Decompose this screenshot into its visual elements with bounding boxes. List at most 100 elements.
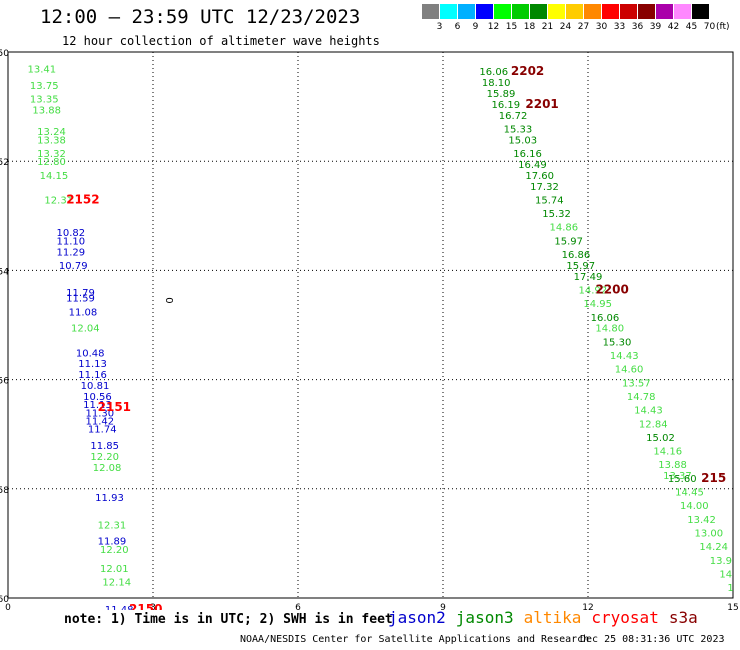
wave-height-label: 10.56 [83,392,112,403]
wave-height-label: 15.60 [668,474,697,485]
legend-swatch [566,4,583,19]
legend-swatch [602,4,619,19]
wave-height-label: 12.14 [102,578,131,589]
legend-swatch [656,4,673,19]
wave-height-label: 15.30 [603,337,632,348]
wave-height-label: 15.33 [504,124,533,135]
wave-height-label: 11.30 [86,408,115,419]
wave-height-label: 13.41 [28,64,57,75]
wave-height-label: 14.80 [595,324,624,335]
x-tick-label: 6 [295,603,301,610]
y-tick-label: -54 [0,267,9,277]
y-tick-label: -52 [0,158,9,168]
wave-height-label: 11.16 [78,370,107,381]
plot-area: 03691215-50-52-54-56-58-6013.4113.7513.3… [0,49,739,610]
x-tick-label: 3 [150,603,156,610]
legend-swatch [548,4,565,19]
wave-height-label: 14.45 [675,488,704,499]
legend-swatch [530,4,547,19]
wave-height-label: 12.01 [100,564,129,575]
wave-height-label: 12.31 [44,195,73,206]
time-mark: 2202 [511,64,544,78]
legend-label: 42 [667,22,680,32]
satellite-legend: jason2 jason3 altika cryosat s3a [388,608,708,627]
legend-label: 3 [436,22,443,32]
wave-height-label: 12.20 [90,452,119,463]
legend-label: 27 [577,22,590,32]
wave-height-label: 17.49 [574,272,603,283]
wave-height-label: 13.88 [32,105,61,116]
wave-height-label: 11.89 [98,537,127,548]
legend-label: 21 [541,22,554,32]
wave-height-label: 13.38 [37,135,66,146]
wave-height-label: 11.93 [95,493,124,504]
footer-timestamp: Dec 25 08:31:36 UTC 2023 [580,634,725,645]
x-tick-label: 9 [440,603,446,610]
legend-label: 36 [631,22,644,32]
wave-height-label: 13.75 [30,81,59,92]
wave-height-label: 15.32 [542,209,571,220]
time-mark: 215 [701,471,726,485]
wave-height-label: 16.72 [499,111,528,122]
x-tick-label: 15 [727,603,738,610]
legend-label: 9 [472,22,479,32]
wave-height-label: 13.32 [37,149,66,160]
wave-height-label: 11.59 [66,294,95,305]
time-mark: 2200 [595,283,628,297]
satellite-name: jason2 [388,608,446,627]
wave-height-label: 17.60 [525,171,554,182]
legend-label: 33 [613,22,626,32]
wave-height-label: 14.43 [634,406,663,417]
chart-title: 12:00 — 23:59 UTC 12/23/2023 [40,6,361,28]
wave-height-label: 10.79 [59,261,88,272]
satellite-name: altika [523,608,582,627]
wave-height-label: 11.42 [86,417,115,428]
wave-height-label: 11.48 [105,605,134,610]
wave-height-label: 1 [727,583,733,594]
wave-height-label: 11.85 [90,441,119,452]
legend-swatch [422,4,439,19]
wave-height-label: 13.00 [695,528,724,539]
wave-height-label: 14.92 [579,286,608,297]
wave-height-label: 14.43 [610,351,639,362]
wave-height-label: 14.00 [680,501,709,512]
legend-label: 24 [559,22,572,32]
legend-label: 12 [487,22,500,32]
legend-swatch [638,4,655,19]
wave-height-label: 12.84 [639,419,668,430]
wave-height-label: 16.49 [518,160,547,171]
legend-swatch [620,4,637,19]
wave-height-label: 16.19 [492,100,521,111]
wave-height-label: 16.06 [591,313,620,324]
wave-height-label: 11.13 [78,359,107,370]
legend-swatch [512,4,529,19]
wave-height-label: 15.02 [646,433,675,444]
wave-height-label: 14.86 [550,223,579,234]
legend-swatch [458,4,475,19]
wave-height-label: 11.08 [69,307,98,318]
wave-height-label: 11.29 [57,247,86,258]
wave-height-label: 13.57 [622,378,651,389]
legend-label: 18 [523,22,536,32]
wave-height-label: 14.95 [583,299,612,310]
wave-height-label: 15.74 [535,195,564,206]
legend-label: 70 [703,22,716,32]
legend-swatch [494,4,511,19]
wave-height-label: 15.97 [566,261,595,272]
wave-height-label: 11.13 [83,400,112,411]
wave-height-label: 13.37 [663,471,692,482]
wave-height-label: 15.03 [508,135,537,146]
satellite-name: jason3 [455,608,514,627]
wave-height-label: 16.86 [562,250,591,261]
wave-height-label: 12.20 [100,545,129,556]
plot-frame [7,51,734,599]
wave-height-label: 14.24 [699,542,728,553]
legend-label: 39 [649,22,662,32]
time-mark: 2150 [129,602,162,610]
x-tick-label: 12 [582,603,593,610]
wave-height-label: 10.81 [81,381,110,392]
wave-height-label: 13.42 [687,515,716,526]
wave-height-label: 12.80 [37,157,66,168]
wave-height-label: 12.04 [71,324,100,335]
wave-height-label: 15.89 [487,89,516,100]
